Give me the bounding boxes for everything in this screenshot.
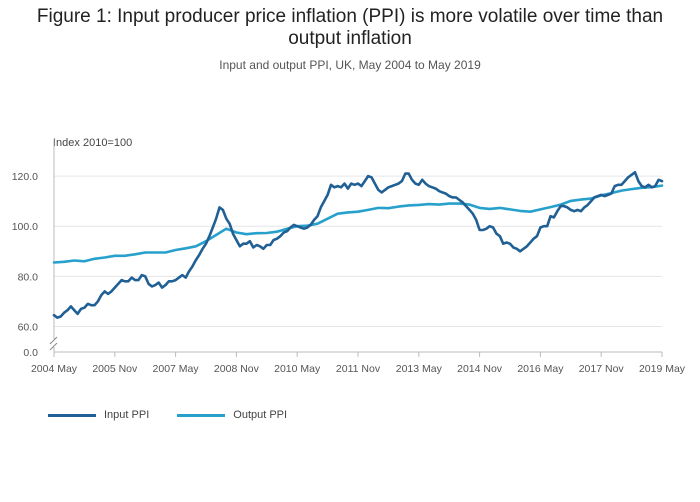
y-tick-label: 100.0 bbox=[12, 221, 38, 233]
legend-label-output: Output PPI bbox=[233, 409, 288, 421]
legend-item-input[interactable]: Input PPI bbox=[48, 409, 149, 421]
input-ppi-line bbox=[52, 171, 664, 319]
series-lines bbox=[52, 171, 664, 319]
gridlines bbox=[54, 175, 662, 353]
chart-title: Figure 1: Input producer price inflation… bbox=[0, 6, 700, 50]
legend-swatch-output bbox=[177, 413, 226, 417]
y-axis-label: Index 2010=100 bbox=[53, 137, 132, 149]
y-tick-label: 80.0 bbox=[18, 271, 39, 283]
legend-swatch-input bbox=[48, 413, 96, 417]
x-tick-label: 2004 May bbox=[31, 363, 78, 375]
axes bbox=[49, 139, 58, 352]
output-ppi-line bbox=[52, 184, 664, 264]
legend-label-input: Input PPI bbox=[104, 409, 150, 421]
chart-subtitle: Input and output PPI, UK, May 2004 to Ma… bbox=[219, 58, 481, 72]
x-tick-label: 2008 Nov bbox=[214, 363, 260, 375]
x-tick-label: 2005 Nov bbox=[92, 363, 138, 375]
x-tick-label: 2019 May bbox=[639, 363, 686, 375]
x-tick-label: 2017 Nov bbox=[579, 363, 625, 375]
y-tick-label: 60.0 bbox=[18, 321, 39, 333]
legend-item-output[interactable]: Output PPI bbox=[177, 409, 287, 421]
y-axis-ticks: 0.0 60.0 80.0 100.0 120.0 bbox=[12, 171, 38, 359]
x-tick-label: 2016 May bbox=[517, 363, 564, 375]
x-tick-label: 2014 Nov bbox=[457, 363, 503, 375]
axis-break-mark bbox=[49, 342, 58, 351]
x-tick-label: 2013 May bbox=[396, 363, 443, 375]
x-tick-label: 2010 May bbox=[274, 363, 321, 375]
axis-break-mark bbox=[49, 336, 58, 345]
legend: Input PPI Output PPI bbox=[48, 409, 287, 421]
line-chart: Index 2010=100 0.0 60.0 80.0 100.0 120.0 200… bbox=[12, 137, 686, 375]
title-line-2: output inflation bbox=[288, 28, 412, 49]
y-tick-label: 0.0 bbox=[23, 347, 38, 359]
title-line-1: Figure 1: Input producer price inflation… bbox=[36, 6, 664, 27]
x-tick-label: 2011 Nov bbox=[336, 363, 381, 375]
y-tick-label: 120.0 bbox=[12, 171, 38, 183]
x-tick-label: 2007 May bbox=[153, 363, 200, 375]
x-axis-ticks: 2004 May 2005 Nov 2007 May 2008 Nov 2010 May… bbox=[31, 352, 686, 375]
